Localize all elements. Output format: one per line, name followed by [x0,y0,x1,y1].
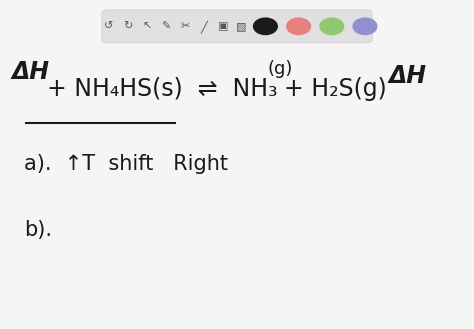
Text: ΔH: ΔH [389,64,427,88]
Text: ↻: ↻ [123,21,133,31]
Circle shape [287,18,310,35]
Text: b).: b). [24,220,52,240]
Circle shape [320,18,344,35]
FancyBboxPatch shape [102,10,372,43]
Text: ✎: ✎ [161,21,171,31]
Text: (g): (g) [268,60,293,78]
Text: ΔH: ΔH [12,61,50,84]
Circle shape [353,18,377,35]
Text: a).  ↑T  shift   Right: a). ↑T shift Right [24,155,228,174]
Text: ✂: ✂ [180,21,190,31]
Text: ↖: ↖ [142,21,152,31]
Text: ╱: ╱ [201,20,207,33]
Circle shape [254,18,277,35]
Text: ↺: ↺ [104,21,114,31]
Text: + H₂S(g): + H₂S(g) [284,77,387,101]
Text: + NH₄HS(s)  ⇌  NH₃: + NH₄HS(s) ⇌ NH₃ [47,77,278,101]
Text: ▨: ▨ [237,21,247,31]
Text: ▣: ▣ [218,21,228,31]
